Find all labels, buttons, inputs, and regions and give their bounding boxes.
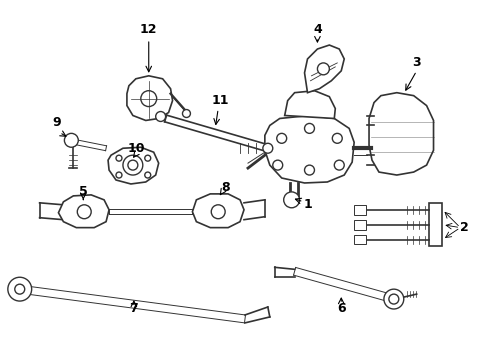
- Circle shape: [334, 160, 344, 170]
- Circle shape: [15, 284, 25, 294]
- Circle shape: [155, 112, 165, 121]
- Circle shape: [211, 205, 224, 219]
- Text: 9: 9: [52, 116, 61, 129]
- Text: 10: 10: [127, 142, 144, 155]
- Text: 6: 6: [336, 302, 345, 315]
- Text: 7: 7: [129, 302, 138, 315]
- Polygon shape: [108, 147, 158, 184]
- Circle shape: [317, 63, 328, 75]
- Circle shape: [8, 277, 32, 301]
- Circle shape: [122, 155, 142, 175]
- Circle shape: [388, 294, 398, 304]
- Bar: [353, 235, 366, 244]
- Polygon shape: [192, 194, 244, 228]
- Polygon shape: [284, 91, 335, 118]
- Bar: [353, 205, 366, 215]
- Circle shape: [144, 172, 150, 178]
- Circle shape: [304, 165, 314, 175]
- Circle shape: [116, 155, 122, 161]
- Circle shape: [77, 205, 91, 219]
- Circle shape: [283, 192, 299, 208]
- Circle shape: [144, 155, 150, 161]
- Circle shape: [263, 143, 272, 153]
- Polygon shape: [264, 116, 353, 183]
- Circle shape: [383, 289, 403, 309]
- Circle shape: [182, 109, 190, 117]
- Circle shape: [332, 133, 342, 143]
- Circle shape: [276, 133, 286, 143]
- Circle shape: [141, 91, 156, 107]
- Text: 4: 4: [312, 23, 321, 36]
- Circle shape: [128, 160, 138, 170]
- Text: 12: 12: [140, 23, 157, 36]
- Text: 1: 1: [303, 198, 311, 211]
- Text: 5: 5: [79, 185, 87, 198]
- Text: 11: 11: [211, 94, 228, 107]
- Bar: [353, 220, 366, 230]
- Polygon shape: [59, 195, 109, 228]
- Polygon shape: [304, 45, 344, 93]
- Polygon shape: [127, 76, 172, 121]
- Circle shape: [64, 133, 78, 147]
- Circle shape: [304, 123, 314, 133]
- Text: 2: 2: [459, 221, 468, 234]
- Bar: [427, 203, 442, 247]
- Circle shape: [116, 172, 122, 178]
- Text: 8: 8: [221, 181, 229, 194]
- Circle shape: [272, 160, 282, 170]
- Polygon shape: [368, 93, 433, 175]
- Text: 3: 3: [411, 57, 420, 69]
